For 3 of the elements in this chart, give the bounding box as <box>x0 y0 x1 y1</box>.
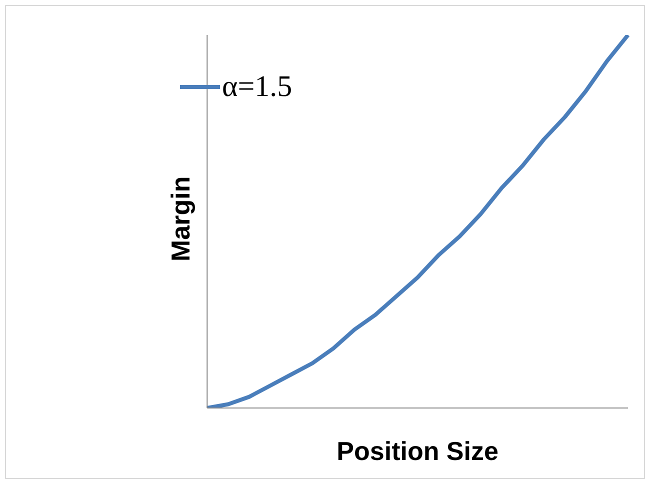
y-axis-title: Margin <box>165 176 196 262</box>
x-axis-title: Position Size <box>336 436 498 466</box>
legend-label: α=1.5 <box>222 70 292 104</box>
